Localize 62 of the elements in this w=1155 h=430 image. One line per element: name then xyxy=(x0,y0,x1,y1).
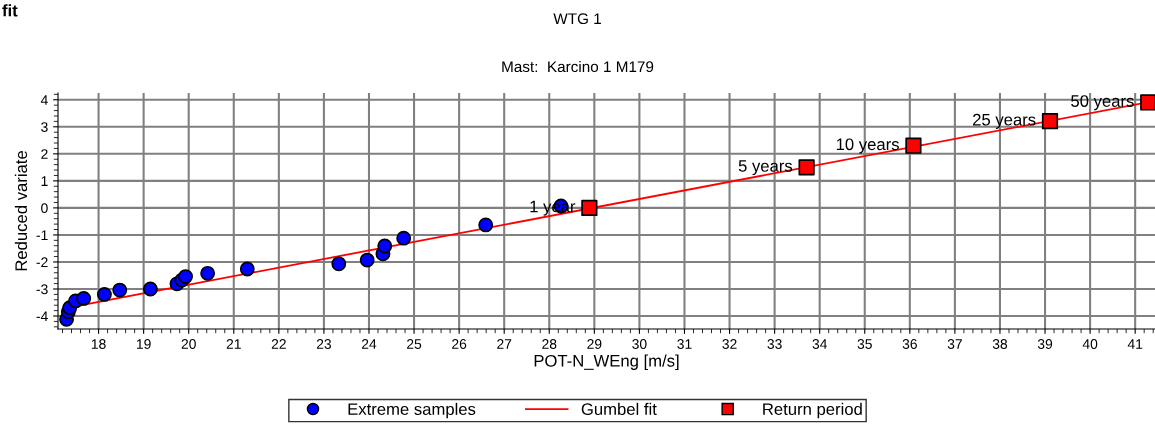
x-tick-label: 23 xyxy=(316,339,332,349)
x-tick-label: 24 xyxy=(361,339,377,349)
x-tick-label: 22 xyxy=(271,339,286,349)
point xyxy=(178,269,193,284)
text: fit xyxy=(2,4,18,17)
point xyxy=(200,265,216,281)
x-tick-label: 25 xyxy=(407,339,422,349)
x-tick-label: 34 xyxy=(812,339,827,349)
point xyxy=(377,238,393,254)
x-tick-label: 39 xyxy=(1037,339,1053,349)
legend-label: Return period xyxy=(763,402,862,419)
point xyxy=(112,282,128,298)
x-tick-label: 38 xyxy=(992,339,1008,349)
x-tick-label: 27 xyxy=(497,339,512,349)
annotation: 5 years xyxy=(738,160,793,176)
y-tick-label: 4 xyxy=(40,95,48,105)
y-tick-label: -3 xyxy=(36,284,48,295)
point xyxy=(581,199,598,217)
point xyxy=(798,159,815,176)
x-tick-label: 28 xyxy=(542,339,557,349)
x-tick-label: 36 xyxy=(902,339,917,349)
y-tick-label: -4 xyxy=(36,311,48,322)
x-tick-label: 35 xyxy=(857,339,872,349)
chart-subtitle: Mast: Karcino 1 M179 xyxy=(502,60,654,73)
x-tick-label: 32 xyxy=(722,339,737,349)
y-tick-label: 3 xyxy=(41,122,48,132)
y-tick-label: 0 xyxy=(41,203,48,214)
x-tick-label: 21 xyxy=(226,339,241,349)
point xyxy=(1041,112,1059,130)
x-tick-label: 19 xyxy=(136,339,151,349)
x-tick-label: 31 xyxy=(677,339,692,349)
y-tick-label: 2 xyxy=(41,149,48,159)
annotation: 10 years xyxy=(836,138,899,154)
annotation: 25 years xyxy=(973,113,1036,129)
x-tick-label: 29 xyxy=(587,339,602,349)
legend-label: Extreme samples xyxy=(348,402,476,419)
point xyxy=(1140,94,1155,111)
x-tick-label: 41 xyxy=(1127,339,1143,349)
x-axis-title: POT-N_WEng [m/s] xyxy=(534,354,679,370)
annotation: 50 years xyxy=(1071,95,1134,111)
point xyxy=(239,261,255,277)
point xyxy=(359,252,375,268)
x-tick-label: 26 xyxy=(452,339,467,349)
y-axis-title: Reduced variate xyxy=(14,151,28,271)
point xyxy=(96,286,112,302)
point xyxy=(76,291,92,306)
x-tick-label: 40 xyxy=(1082,339,1098,349)
x-tick-label: 37 xyxy=(947,339,962,349)
chart-title: WTG 1 xyxy=(553,13,601,25)
point xyxy=(396,230,412,246)
x-tick-label: 30 xyxy=(632,339,647,349)
y-tick-label: 1 xyxy=(41,176,48,186)
x-tick-label: 18 xyxy=(91,339,106,349)
point xyxy=(142,281,158,297)
y-tick-label: -2 xyxy=(36,257,48,267)
point xyxy=(478,217,494,233)
y-tick-label: -1 xyxy=(36,230,48,240)
point xyxy=(905,137,922,154)
legend-label: Gumbel fit xyxy=(581,402,657,416)
point xyxy=(331,256,347,272)
x-tick-label: 20 xyxy=(181,339,196,349)
x-tick-label: 33 xyxy=(767,339,782,349)
